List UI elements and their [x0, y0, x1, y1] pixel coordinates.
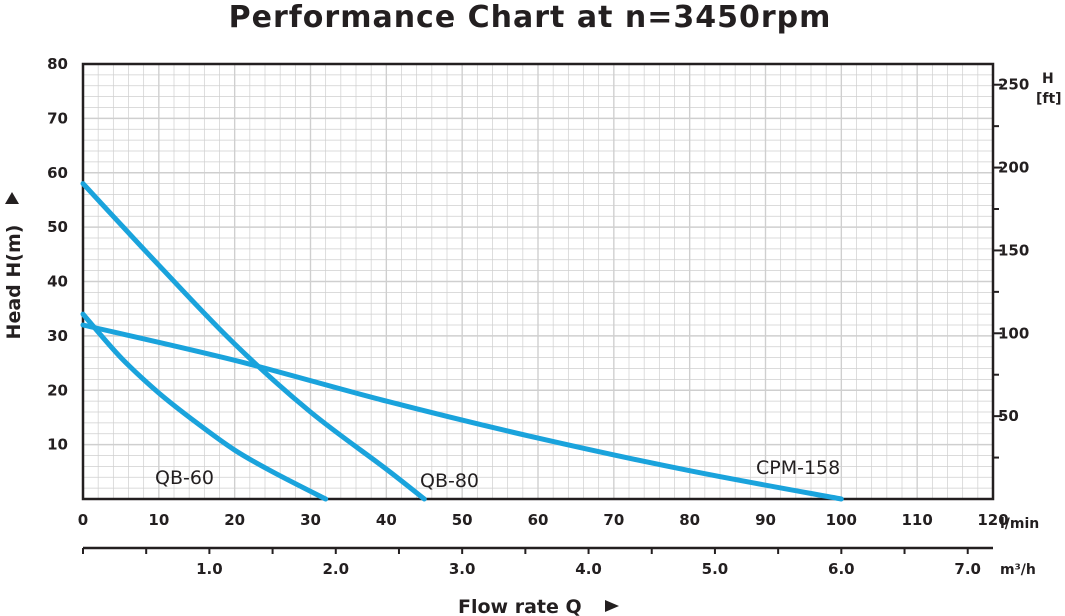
x2-tick-label: 1.0 — [196, 560, 223, 578]
x-tick-label: 10 — [148, 511, 169, 529]
curve-qb-80 — [80, 181, 427, 502]
y2-tick-label: 100 — [998, 324, 1029, 342]
curve-cpm-158 — [80, 322, 844, 502]
y2-tick-label: 250 — [998, 76, 1029, 94]
x-tick-label: 0 — [78, 511, 88, 529]
y-axis-label-text: Head H(m) — [3, 225, 25, 340]
x-axis-label: Flow rate Q — [458, 596, 582, 616]
x-tick-label: 110 — [902, 511, 933, 529]
x2-tick-label: 3.0 — [449, 560, 476, 578]
y2-unit-bottom: [ft] — [1036, 91, 1062, 107]
x-tick-label: 50 — [452, 511, 473, 529]
x2-tick-label: 2.0 — [322, 560, 349, 578]
y2-tick-label: 150 — [998, 241, 1029, 259]
x2-tick-label: 4.0 — [575, 560, 602, 578]
curve-label-qb-80: QB-80 — [420, 470, 479, 492]
x-tick-label: 80 — [679, 511, 700, 529]
secondary-x-axis: 1.0 2.0 3.0 4.0 5.0 6.0 7.0 — [82, 546, 993, 578]
y2-unit-top: H — [1042, 71, 1054, 87]
x2-tick-label: 7.0 — [954, 560, 981, 578]
y-axis-label: Head H(m) — [3, 192, 25, 339]
x2-unit-label: m³/h — [1000, 562, 1036, 578]
x-tick-label: 40 — [376, 511, 397, 529]
x-axis-arrow-icon — [605, 600, 619, 612]
y2-tick-label: 50 — [998, 407, 1019, 425]
x-tick-label: 120 — [977, 511, 1008, 529]
y-tick-label: 20 — [47, 381, 68, 399]
y-tick-label: 50 — [47, 218, 68, 236]
y-tick-label: 80 — [47, 55, 68, 73]
y2-tick-label: 200 — [998, 159, 1029, 177]
x-tick-label: 100 — [826, 511, 857, 529]
x2-tick-label: 6.0 — [828, 560, 855, 578]
x-tick-label: 30 — [300, 511, 321, 529]
x-unit-label: l/min — [1000, 516, 1039, 532]
left-axis: 10 20 30 40 50 60 70 80 — [47, 55, 68, 454]
y-tick-label: 40 — [47, 273, 68, 291]
y-axis-arrow-icon — [5, 192, 19, 204]
grid — [83, 64, 993, 499]
x2-tick-label: 5.0 — [702, 560, 729, 578]
bottom-axis: 0 10 20 30 40 50 60 70 80 90 100 110 120 — [78, 511, 1009, 529]
y-tick-label: 70 — [47, 109, 68, 127]
x-tick-label: 70 — [603, 511, 624, 529]
x-tick-label: 60 — [528, 511, 549, 529]
curve-label-qb-60: QB-60 — [155, 467, 214, 489]
plot-frame — [81, 62, 995, 501]
x-tick-label: 90 — [755, 511, 776, 529]
x-tick-label: 20 — [224, 511, 245, 529]
curve-qb-60 — [80, 311, 329, 502]
y-tick-label: 60 — [47, 164, 68, 182]
y-tick-label: 10 — [47, 436, 68, 454]
right-axis: 50 100 150 200 250 — [993, 76, 1029, 459]
chart-title: Performance Chart at n=3450rpm — [229, 0, 832, 35]
curves: QB-60 QB-80 CPM-158 — [80, 181, 844, 502]
curve-label-cpm-158: CPM-158 — [756, 457, 840, 479]
y-tick-label: 30 — [47, 327, 68, 345]
